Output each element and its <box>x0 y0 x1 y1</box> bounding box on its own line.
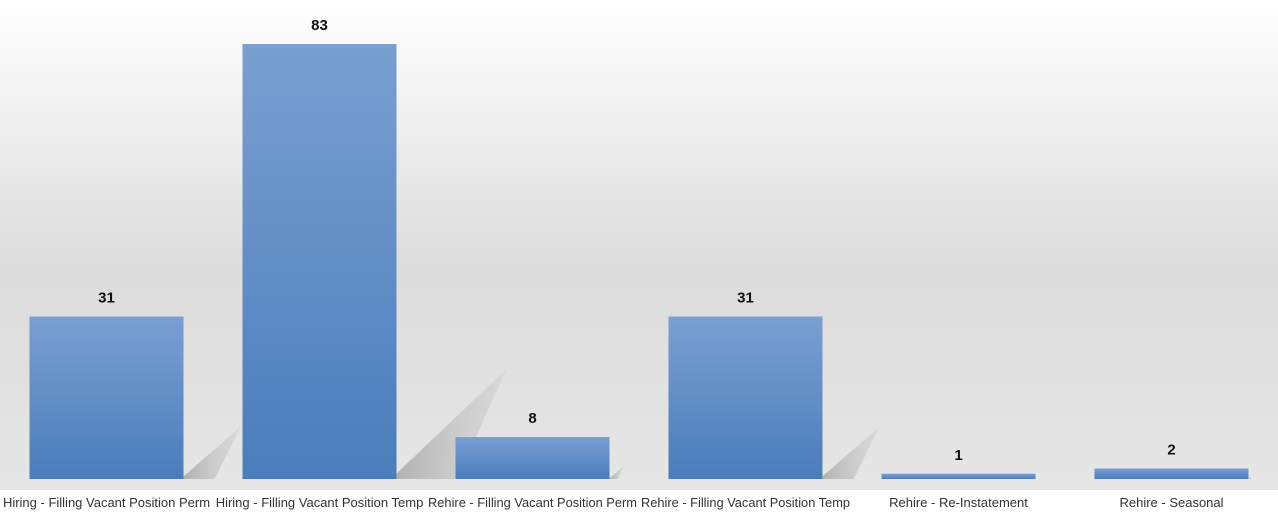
bar <box>29 316 184 479</box>
category-labels: Hiring - Filling Vacant Position Perm Hir… <box>3 495 1224 510</box>
bar <box>668 316 823 479</box>
bar <box>1094 468 1249 479</box>
bar-value-label: 83 <box>311 17 328 34</box>
category-label: Hiring - Filling Vacant Position Perm <box>3 495 210 510</box>
bar-shadow <box>1248 475 1253 479</box>
bar-value-label: 2 <box>1167 442 1175 459</box>
bar <box>242 44 397 479</box>
bar <box>455 437 610 479</box>
bar-value-label: 31 <box>98 290 115 307</box>
category-label: Hiring - Filling Vacant Position Temp <box>216 495 424 510</box>
category-label: Rehire - Re-Instatement <box>889 495 1028 510</box>
bar <box>881 473 1036 479</box>
bar-value-label: 31 <box>737 290 754 307</box>
bar-shadow <box>609 465 625 479</box>
bar-shadow <box>396 369 507 479</box>
bars <box>29 44 1249 479</box>
bar-value-label: 1 <box>954 447 962 464</box>
category-label: Rehire - Filling Vacant Position Perm <box>428 495 637 510</box>
bar-shadow <box>183 427 241 479</box>
category-label: Rehire - Seasonal <box>1119 495 1223 510</box>
bar-value-label: 8 <box>528 410 536 427</box>
bar-shadows <box>183 369 1253 479</box>
bar-shadow <box>822 427 880 479</box>
value-labels: 31 83 8 31 1 2 <box>98 17 1176 464</box>
category-label: Rehire - Filling Vacant Position Temp <box>641 495 850 510</box>
plot-background <box>0 0 1278 490</box>
